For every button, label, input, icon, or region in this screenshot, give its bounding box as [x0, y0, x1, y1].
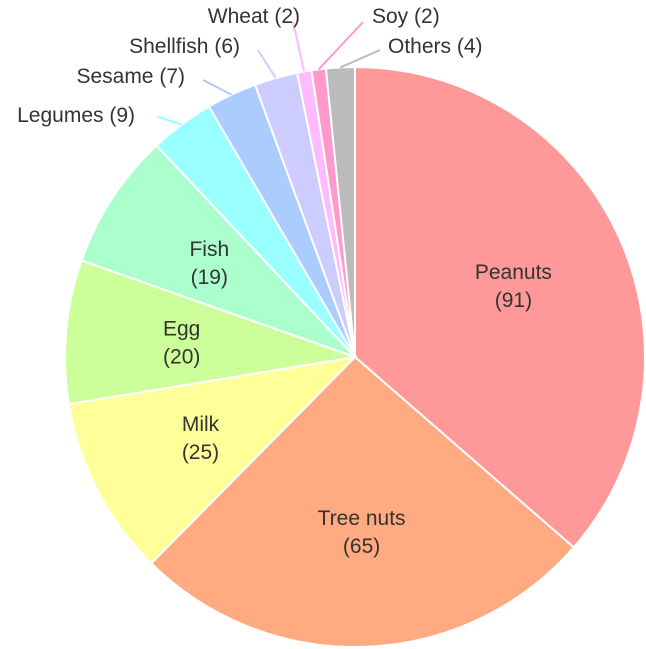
label-fish: Fish (19) [189, 238, 229, 289]
slice-labels: Peanuts (91) Tree nuts (65) Milk (25) Egg (20) F… [17, 5, 552, 558]
leader-wheat [292, 21, 306, 72]
label-wheat: Wheat (2) [208, 5, 300, 28]
leader-sesame [202, 79, 232, 96]
slice-peanuts [354, 65, 646, 549]
label-tree-nuts: Tree nuts (65) [318, 507, 406, 558]
leader-lines [157, 21, 381, 126]
label-shellfish: Shellfish (6) [129, 35, 240, 58]
slice-milk [67, 355, 358, 565]
label-others: Others (4) [388, 35, 483, 58]
slice-fish [80, 144, 356, 358]
label-milk: Milk (25) [182, 413, 220, 464]
label-legumes: Legumes (9) [17, 104, 135, 127]
pie-slices [64, 65, 646, 648]
label-egg: Egg (20) [163, 318, 200, 369]
label-sesame: Sesame (7) [76, 65, 185, 88]
leader-soy [317, 21, 364, 70]
label-soy: Soy (2) [372, 5, 440, 28]
slice-tree-nuts [149, 355, 576, 648]
slice-egg [64, 259, 356, 406]
leader-legumes [157, 116, 182, 126]
label-peanuts: Peanuts (91) [475, 261, 552, 312]
leader-shellfish [257, 49, 277, 79]
leader-others [339, 49, 381, 69]
